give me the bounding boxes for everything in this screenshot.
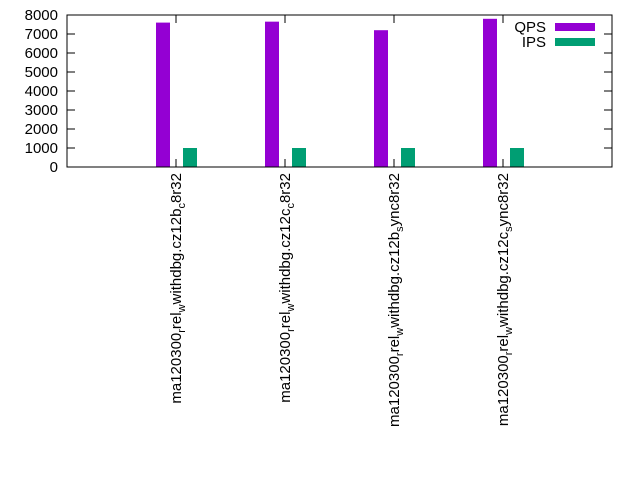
category-labels-layer: ma120300rrelwwithdbg.cz12bc8r32 ma120300r…	[168, 173, 515, 427]
bar-ips-4	[510, 148, 524, 167]
y-ticks-layer: 0 1000 2000 3000 4000 5000 6000 7000 8000	[25, 7, 612, 176]
y-tick-label: 6000	[25, 45, 58, 62]
legend-swatch-ips	[555, 38, 595, 46]
y-tick-label: 7000	[25, 26, 58, 43]
bar-qps-4	[483, 18, 497, 167]
bar-ips-2	[292, 148, 306, 167]
y-tick-label: 4000	[25, 83, 58, 100]
bar-ips-3	[401, 148, 415, 167]
bars-layer	[156, 18, 524, 168]
category-label-3: ma120300rrelwwithdbg.cz12bsync8r32	[386, 173, 406, 427]
legend-swatch-qps	[555, 23, 595, 31]
legend-label-ips: IPS	[522, 34, 546, 51]
category-label-2: ma120300rrelwwithdbg.cz12cc8r32	[277, 173, 297, 403]
legend-label-qps: QPS	[514, 19, 546, 36]
y-tick-label: 1000	[25, 140, 58, 157]
y-tick-label: 8000	[25, 7, 58, 24]
y-tick-label: 0	[50, 159, 58, 176]
y-tick-label: 2000	[25, 121, 58, 138]
bar-ips-1	[183, 148, 197, 167]
bar-qps-3	[374, 30, 388, 168]
category-label-1: ma120300rrelwwithdbg.cz12bc8r32	[168, 173, 188, 404]
bar-qps-2	[265, 21, 279, 168]
bar-qps-1	[156, 22, 170, 167]
category-label-4: ma120300rrelwwithdbg.cz12csync8r32	[495, 173, 515, 426]
y-tick-label: 3000	[25, 102, 58, 119]
y-tick-label: 5000	[25, 64, 58, 81]
